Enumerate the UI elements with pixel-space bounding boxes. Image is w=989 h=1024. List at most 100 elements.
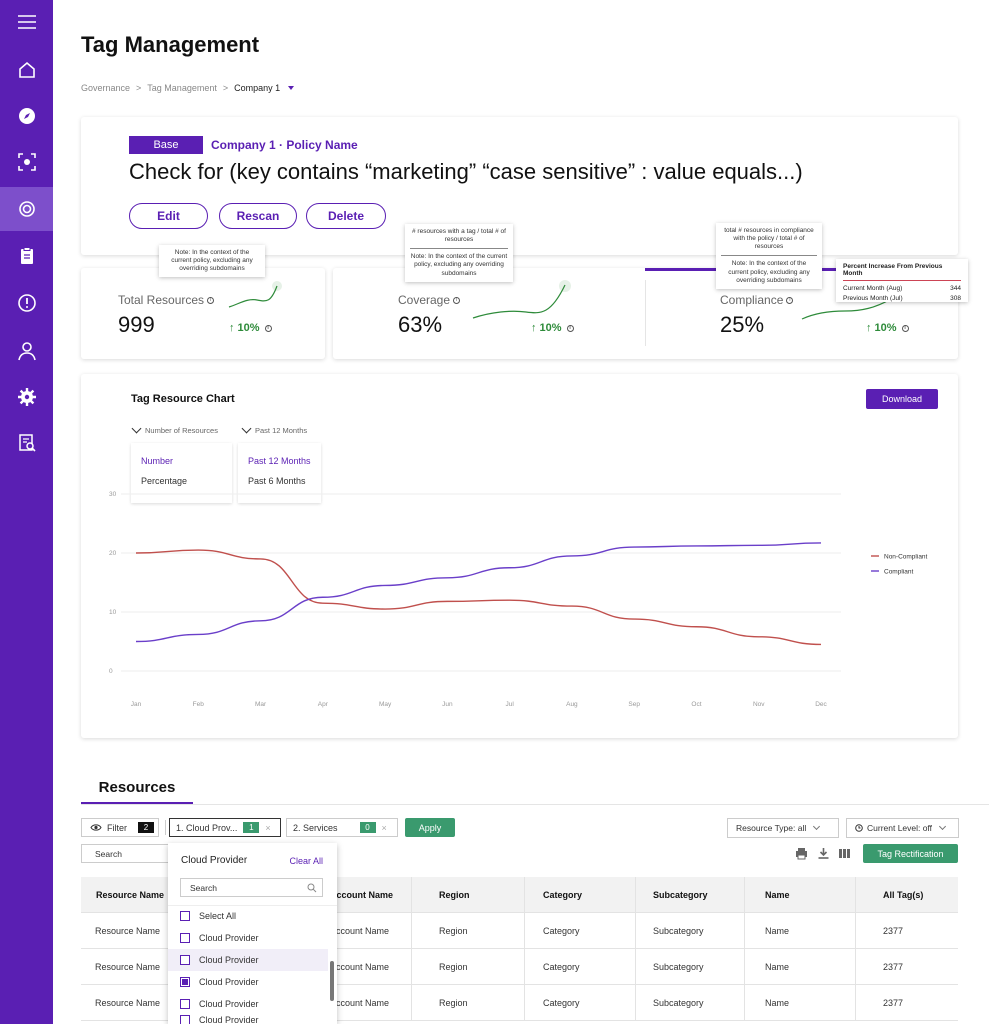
home-icon[interactable]	[0, 50, 53, 90]
col-account-name[interactable]: Account Name	[330, 890, 394, 900]
col-region[interactable]: Region	[439, 890, 470, 900]
checkbox[interactable]	[180, 999, 190, 1009]
option-past-12-months[interactable]: Past 12 Months	[248, 456, 311, 466]
caret-down-icon[interactable]	[288, 86, 295, 90]
option-cloud-provider[interactable]: Cloud Provider	[168, 949, 328, 971]
col-resource-name[interactable]: Resource Name	[96, 890, 165, 900]
search-icon	[307, 883, 317, 893]
download-button[interactable]: Download	[866, 389, 938, 409]
tooltip-row: Current Month (Aug) 344	[843, 285, 961, 292]
x-tick-label: Aug	[566, 701, 578, 708]
alert-icon[interactable]	[0, 283, 53, 323]
checkbox-checked[interactable]	[180, 977, 190, 987]
resource-type-select[interactable]: Resource Type: all	[727, 818, 839, 838]
rescan-button[interactable]: Rescan	[219, 203, 297, 229]
print-icon[interactable]	[795, 847, 808, 860]
policy-name: Company 1 · Policy Name	[211, 138, 358, 152]
chart-title: Tag Resource Chart	[131, 393, 235, 405]
checkbox[interactable]	[180, 1015, 190, 1024]
col-category[interactable]: Category	[543, 890, 583, 900]
download-icon[interactable]	[817, 847, 830, 860]
x-tick-label: Oct	[691, 701, 701, 708]
tooltip-row: Previous Month (Jul) 308	[843, 295, 961, 302]
cloud-provider-dropdown: Cloud Provider Clear All Search Select A…	[168, 843, 337, 1024]
info-icon[interactable]: i	[901, 324, 909, 332]
columns-icon[interactable]	[838, 847, 851, 860]
col-subcategory[interactable]: Subcategory	[653, 890, 708, 900]
x-tick-label: Mar	[255, 701, 267, 708]
report-icon[interactable]	[0, 423, 53, 463]
dropdown-search-input[interactable]: Search	[180, 878, 323, 897]
line-chart: 0 10 20 30 Jan Feb Mar Apr May Jun Jul Aug Sep Oct Nov…	[109, 491, 928, 708]
metric-dropdown[interactable]: Number of Resources	[131, 423, 218, 435]
dropdown-title: Cloud Provider	[181, 855, 248, 866]
tag-rectification-button[interactable]: Tag Rectification	[863, 844, 958, 863]
option-select-all[interactable]: Select All	[168, 905, 328, 927]
close-icon[interactable]: ×	[381, 822, 387, 833]
cloud-provider-filter[interactable]: 1. Cloud Prov... 1 ×	[169, 818, 281, 837]
compliance-sparkline	[801, 295, 897, 320]
delete-button[interactable]: Delete	[306, 203, 386, 229]
checkbox[interactable]	[180, 955, 190, 965]
col-all-tags[interactable]: All Tag(s)	[883, 890, 924, 900]
legend-label: Compliant	[884, 569, 913, 576]
menu-icon[interactable]	[0, 2, 53, 42]
option-cloud-provider[interactable]: Cloud Provider	[168, 993, 328, 1015]
search-input[interactable]: Search	[81, 844, 176, 863]
apply-button[interactable]: Apply	[405, 818, 455, 837]
option-cloud-provider[interactable]: Cloud Provider	[168, 971, 328, 993]
clear-all-link[interactable]: Clear All	[289, 856, 323, 866]
page-title: Tag Management	[81, 32, 260, 57]
gear-icon[interactable]	[0, 377, 53, 417]
info-icon[interactable]: i	[566, 324, 574, 332]
compass-icon[interactable]	[0, 96, 53, 136]
compliance-value: 25%	[720, 312, 765, 337]
info-icon[interactable]: i	[264, 324, 272, 332]
breadcrumb-governance[interactable]: Governance	[81, 83, 131, 93]
option-percentage[interactable]: Percentage	[141, 476, 188, 486]
close-icon[interactable]: ×	[265, 822, 271, 833]
total-note-tooltip: Note: In the context of the current poli…	[159, 245, 265, 278]
tag-cycle-icon[interactable]	[0, 187, 53, 231]
dropdown-scrollbar[interactable]	[330, 961, 334, 1001]
tag-resource-chart-card: Tag Resource Chart Download Number of Re…	[81, 374, 958, 738]
y-tick-label: 10	[109, 609, 117, 616]
total-sparkline	[228, 281, 282, 308]
period-dropdown[interactable]: Past 12 Months	[241, 423, 307, 435]
checkbox[interactable]	[180, 933, 190, 943]
scan-icon[interactable]	[0, 142, 53, 182]
eye-icon	[90, 824, 102, 831]
table-row[interactable]: Resource Name Account Name Region Catego…	[81, 985, 958, 1021]
table-row[interactable]: Resource Name Account Name Region Catego…	[81, 949, 958, 985]
clipboard-icon[interactable]	[0, 236, 53, 276]
user-icon[interactable]	[0, 331, 53, 371]
x-tick-label: May	[379, 701, 392, 708]
services-count: 0	[359, 822, 376, 833]
current-level-select[interactable]: Current Level: off	[846, 818, 959, 838]
breadcrumb-tag-management[interactable]: Tag Management	[147, 83, 217, 93]
y-tick-label: 30	[109, 491, 117, 498]
filter-button[interactable]: Filter 2	[81, 818, 159, 837]
option-past-6-months[interactable]: Past 6 Months	[248, 476, 306, 486]
option-cloud-provider[interactable]: Cloud Provider	[168, 1015, 328, 1024]
col-name[interactable]: Name	[765, 890, 790, 900]
edit-button[interactable]: Edit	[129, 203, 208, 229]
info-icon[interactable]: i	[786, 296, 794, 304]
x-tick-label: Dec	[815, 701, 827, 708]
tooltip-title: Percent Increase From Previous Month	[843, 263, 961, 281]
info-icon[interactable]: i	[207, 296, 215, 304]
period-options-panel: Past 12 Months Past 6 Months	[238, 443, 321, 503]
percent-increase-tooltip: Percent Increase From Previous Month Cur…	[836, 259, 968, 302]
chevron-down-icon	[939, 822, 947, 831]
total-resources-card: Total Resources i 999 ↑ 10% i	[81, 268, 325, 359]
arrow-up-icon: ↑	[866, 322, 872, 334]
services-filter[interactable]: 2. Services 0 ×	[286, 818, 398, 837]
info-icon[interactable]: i	[453, 296, 461, 304]
breadcrumb-current[interactable]: Company 1	[234, 83, 281, 93]
option-number[interactable]: Number	[141, 456, 174, 466]
option-cloud-provider[interactable]: Cloud Provider	[168, 927, 328, 949]
x-tick-label: Jan	[131, 701, 142, 708]
tab-resources[interactable]: Resources	[81, 772, 193, 804]
compliance-trend: ↑ 10% i	[866, 322, 909, 334]
checkbox[interactable]	[180, 911, 190, 921]
